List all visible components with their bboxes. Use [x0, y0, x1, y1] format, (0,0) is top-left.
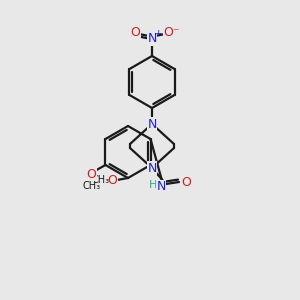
Text: N: N [147, 161, 157, 175]
Text: O: O [130, 26, 140, 38]
Text: CH₃: CH₃ [82, 181, 100, 191]
Text: O: O [181, 176, 191, 188]
Text: N: N [147, 32, 157, 46]
Text: O: O [107, 175, 117, 188]
Text: O: O [86, 169, 96, 182]
Text: N: N [147, 118, 157, 130]
Text: H: H [149, 180, 157, 190]
Text: O⁻: O⁻ [164, 26, 180, 38]
Text: N: N [156, 181, 166, 194]
Text: CH₃: CH₃ [92, 175, 110, 185]
Text: +: + [154, 29, 162, 38]
